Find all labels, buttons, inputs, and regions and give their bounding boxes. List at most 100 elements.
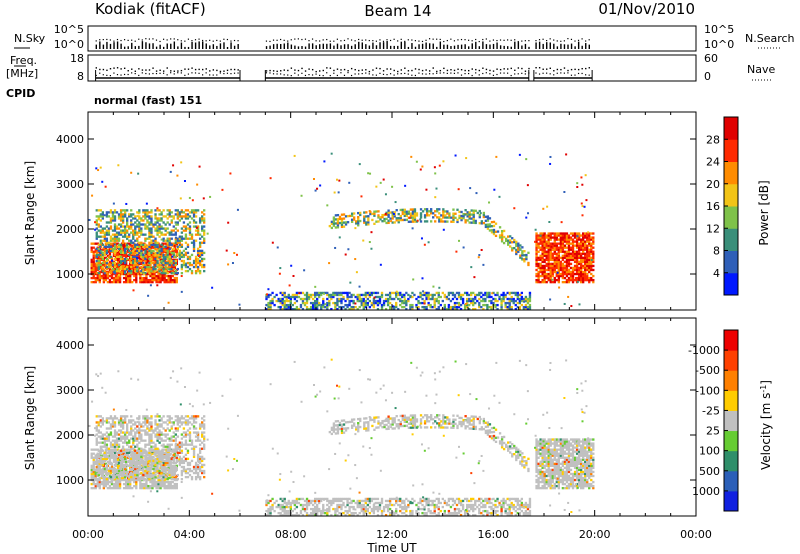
power-cell <box>577 244 581 247</box>
power-cell <box>136 251 139 255</box>
power-cell <box>155 278 158 282</box>
power-cell <box>500 240 504 243</box>
velocity-cell <box>95 437 98 440</box>
power-cell <box>184 217 188 220</box>
power-cell <box>360 293 363 297</box>
power-cell <box>543 244 546 247</box>
power-cell <box>115 233 119 236</box>
power-cell <box>556 271 559 274</box>
power-cell <box>575 268 579 272</box>
power-cell <box>539 264 542 268</box>
velocity-cell <box>117 449 121 452</box>
power-cell <box>561 244 565 247</box>
power-cell <box>128 235 131 238</box>
power-cell <box>184 209 188 212</box>
nave-point <box>209 74 211 76</box>
power-cell <box>157 274 160 278</box>
velocity-cell <box>135 486 138 490</box>
power-cell <box>476 293 479 297</box>
power-cell <box>168 265 171 269</box>
nsearch-point <box>95 40 97 42</box>
power-cell <box>567 254 571 257</box>
freq-point <box>538 67 541 69</box>
power-cell <box>388 293 392 297</box>
power-cell <box>92 274 95 278</box>
power-cell <box>168 211 171 214</box>
nave-point <box>382 73 385 75</box>
power-cell <box>537 274 540 278</box>
power-cell <box>197 254 200 257</box>
power-cell <box>528 291 532 295</box>
power-cell <box>455 297 459 301</box>
velocity-cell <box>119 467 123 471</box>
power-cell <box>535 280 538 284</box>
power-cell <box>142 243 145 246</box>
velocity-cell <box>101 445 105 448</box>
power-cell <box>108 280 112 284</box>
velocity-cell <box>109 415 113 418</box>
power-cell <box>94 228 97 231</box>
power-cell <box>392 213 395 216</box>
power-cell <box>176 271 179 275</box>
power-cell <box>326 301 329 305</box>
power-cell <box>200 211 204 214</box>
power-cell <box>105 257 109 261</box>
power-cell <box>478 303 481 307</box>
power-cell <box>575 262 579 266</box>
power-cell <box>99 245 102 248</box>
power-cell <box>413 208 417 211</box>
freq-point <box>354 68 356 71</box>
power-cell <box>102 278 106 282</box>
power-cell <box>138 259 141 263</box>
power-cell <box>511 249 514 252</box>
power-cell <box>543 250 546 253</box>
power-cell <box>105 213 109 216</box>
power-cell <box>559 238 563 241</box>
power-cell <box>543 266 546 270</box>
power-cell <box>557 232 561 235</box>
nsearch-point <box>397 40 399 42</box>
velocity-cell <box>108 458 112 461</box>
velocity-cell <box>173 484 176 488</box>
velocity-cell <box>97 473 100 477</box>
power-cell <box>455 250 458 253</box>
power-cell <box>557 268 561 272</box>
power-cell <box>146 221 149 224</box>
velocity-cell <box>107 433 111 436</box>
velocity-cell <box>116 464 120 468</box>
power-cell <box>403 218 406 222</box>
power-cell <box>299 297 303 301</box>
power-cell <box>178 211 182 214</box>
power-cell <box>455 305 459 309</box>
power-cell <box>182 259 186 263</box>
velocity-cell <box>157 480 160 484</box>
power-cell <box>520 257 523 260</box>
freq-point <box>162 70 165 72</box>
nave-point <box>585 74 587 76</box>
power-cell <box>584 232 587 235</box>
nsky-bar <box>290 44 293 49</box>
power-cell <box>104 276 108 280</box>
power-cell <box>194 271 198 275</box>
y-tick-label: 3000 <box>56 178 84 191</box>
power-cell <box>440 220 443 223</box>
power-cell <box>163 278 166 282</box>
nave-point <box>361 72 363 75</box>
velocity-cell <box>97 465 100 469</box>
power-cell <box>474 297 477 301</box>
power-cell <box>136 233 139 236</box>
power-cell <box>466 219 469 222</box>
power-cell <box>555 246 558 249</box>
power-cell <box>425 307 428 311</box>
power-cell <box>368 293 372 297</box>
power-cell <box>267 307 270 311</box>
power-cell <box>109 245 113 248</box>
power-cell <box>119 243 123 246</box>
power-cell <box>180 209 184 212</box>
power-cell <box>545 252 548 255</box>
velocity-cell <box>99 431 102 434</box>
power-cell <box>138 227 141 230</box>
power-cell <box>470 291 473 295</box>
power-cell <box>397 221 400 224</box>
power-cell <box>342 213 346 216</box>
